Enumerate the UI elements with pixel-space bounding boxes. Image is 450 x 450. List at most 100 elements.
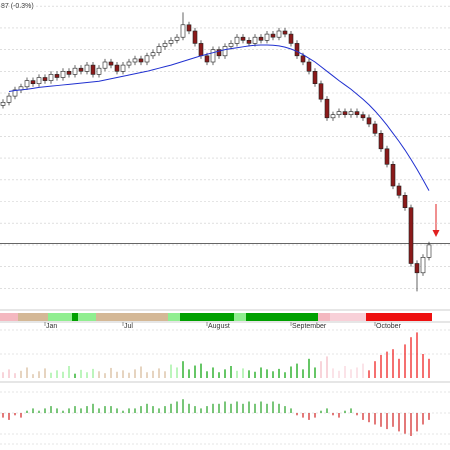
band-cell xyxy=(198,313,204,321)
candle-body xyxy=(180,24,186,38)
band-cell xyxy=(90,313,96,321)
candle-body xyxy=(0,102,6,106)
candle-body xyxy=(294,43,300,57)
band-cell xyxy=(294,313,300,321)
candle-body xyxy=(12,89,18,97)
band-cell xyxy=(324,313,330,321)
band-cell xyxy=(336,313,342,321)
candle-body xyxy=(204,55,210,63)
band-cell xyxy=(0,313,6,321)
candle-body xyxy=(186,24,192,32)
band-cell xyxy=(306,313,312,321)
band-cell xyxy=(60,313,66,321)
candle-body xyxy=(24,80,30,88)
candle-body xyxy=(306,61,312,72)
candle-body xyxy=(240,36,246,41)
candle-body xyxy=(48,74,54,81)
candle-body xyxy=(324,98,330,119)
candle-body xyxy=(288,33,294,44)
x-tick-label: Jul xyxy=(124,323,133,330)
candle-body xyxy=(30,80,36,84)
candle-body xyxy=(300,55,306,63)
band-cell xyxy=(6,313,12,321)
band-cell xyxy=(378,313,384,321)
candle-body xyxy=(342,111,348,115)
band-cell xyxy=(78,313,84,321)
band-cell xyxy=(312,313,318,321)
candle-body xyxy=(234,36,240,44)
band-cell xyxy=(366,313,372,321)
band-cell xyxy=(318,313,324,321)
band-cell xyxy=(372,313,378,321)
candle-body xyxy=(42,77,48,81)
band-cell xyxy=(342,313,348,321)
candle-body xyxy=(216,49,222,57)
candle-body xyxy=(72,67,78,75)
candle-body xyxy=(360,114,366,119)
band-cell xyxy=(162,313,168,321)
band-cell xyxy=(282,313,288,321)
band-cell xyxy=(84,313,90,321)
band-cell xyxy=(156,313,162,321)
candle-body xyxy=(276,30,282,38)
band-cell xyxy=(54,313,60,321)
candle-body xyxy=(192,30,198,44)
band-cell xyxy=(234,313,240,321)
candle-body xyxy=(198,43,204,57)
candle-body xyxy=(36,77,42,84)
band-cell xyxy=(222,313,228,321)
candle-body xyxy=(420,256,426,274)
candle-body xyxy=(318,83,324,100)
band-cell xyxy=(174,313,180,321)
band-cell xyxy=(138,313,144,321)
band-cell xyxy=(120,313,126,321)
candle-body xyxy=(354,111,360,115)
band-cell xyxy=(114,313,120,321)
arrow-head xyxy=(432,230,440,237)
band-cell xyxy=(330,313,336,321)
band-cell xyxy=(354,313,360,321)
band-cell xyxy=(192,313,198,321)
candle-body xyxy=(102,61,108,69)
candle-body xyxy=(90,64,96,75)
band-cell xyxy=(276,313,282,321)
candle-body xyxy=(162,43,168,47)
candle-body xyxy=(258,36,264,41)
candle-body xyxy=(138,58,144,63)
candle-body xyxy=(84,64,90,72)
candle-body xyxy=(222,46,228,57)
candle-body xyxy=(348,111,354,115)
band-cell xyxy=(246,313,252,321)
candle-body xyxy=(378,133,384,150)
candle-body xyxy=(282,30,288,35)
candle-body xyxy=(330,114,336,119)
band-cell xyxy=(300,313,306,321)
candle-body xyxy=(150,52,156,57)
band-cell xyxy=(24,313,30,321)
candle-body xyxy=(132,58,138,63)
x-tick-label: October xyxy=(376,323,402,330)
band-cell xyxy=(36,313,42,321)
x-tick-label: September xyxy=(292,323,327,330)
moving-average xyxy=(8,44,430,191)
band-cell xyxy=(96,313,102,321)
candle-body xyxy=(6,95,12,103)
candle-body xyxy=(108,61,114,66)
band-cell xyxy=(180,313,186,321)
candle-body xyxy=(312,71,318,85)
candle-body xyxy=(408,207,414,264)
band-cell xyxy=(288,313,294,321)
candle-body xyxy=(144,55,150,63)
band-cell xyxy=(42,313,48,321)
band-cell xyxy=(228,313,234,321)
candle-body xyxy=(120,64,126,72)
band-cell xyxy=(258,313,264,321)
band-cell xyxy=(252,313,258,321)
candle-body xyxy=(246,39,252,44)
x-tick-label: August xyxy=(208,323,230,330)
band-cell xyxy=(240,313,246,321)
band-cell xyxy=(48,313,54,321)
band-cell xyxy=(396,313,402,321)
